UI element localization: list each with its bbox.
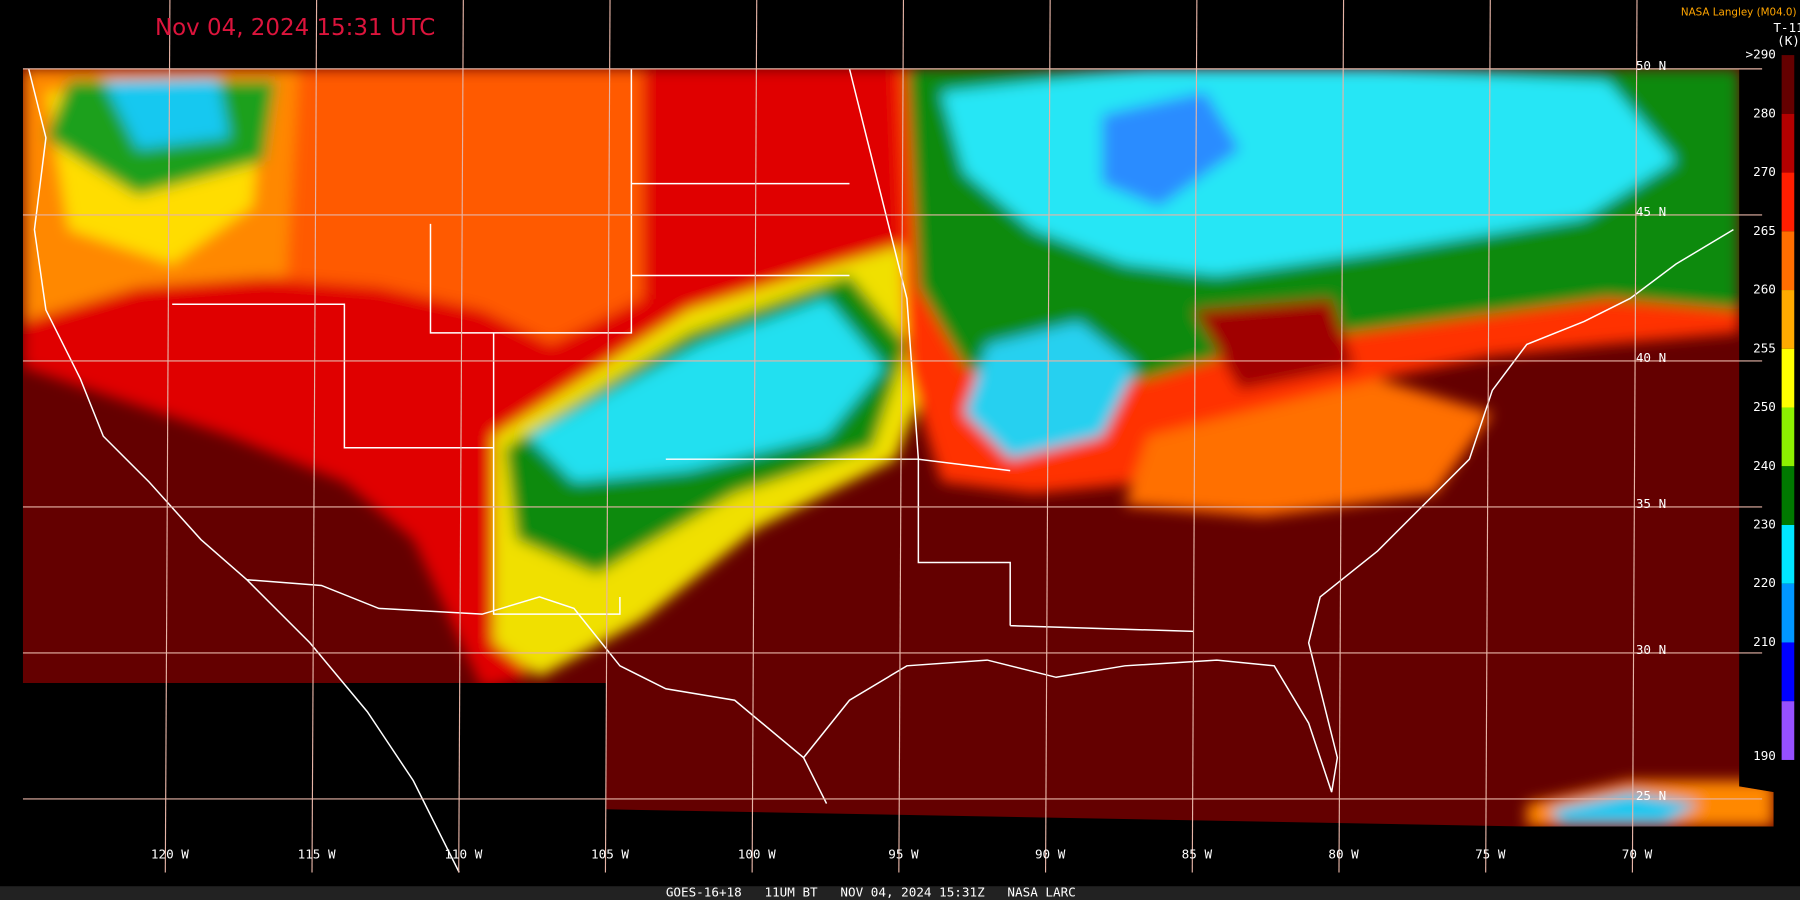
colorbar-label: 250 xyxy=(1753,399,1776,414)
longitude-label: 75 W xyxy=(1475,847,1506,862)
colorbar-label: 190 xyxy=(1753,748,1776,763)
colorbar-title: T-11 xyxy=(1773,20,1800,35)
latitude-label: 50 N xyxy=(1636,58,1666,73)
latitude-label: 25 N xyxy=(1636,788,1666,803)
title: Nov 04, 2024 15:31 UTC xyxy=(155,15,435,41)
colorbar-label: 280 xyxy=(1753,105,1776,120)
colorbar-unit: (K) xyxy=(1777,33,1800,48)
credit: NASA Langley (M04.0) xyxy=(1681,7,1797,19)
colorbar-label: 260 xyxy=(1753,282,1776,297)
longitude-label: 120 W xyxy=(151,847,189,862)
coastlines xyxy=(27,68,1734,873)
meridian xyxy=(311,0,318,873)
longitude-label: 80 W xyxy=(1328,847,1359,862)
meridian xyxy=(458,0,464,873)
colorbar-label: 220 xyxy=(1753,575,1776,590)
meridian xyxy=(164,0,171,873)
colorbar-segment xyxy=(1781,231,1795,291)
graticule xyxy=(22,0,1763,873)
longitude-label: 95 W xyxy=(888,847,919,862)
colorbar-label: 240 xyxy=(1753,458,1776,473)
meridian xyxy=(1338,0,1345,873)
colorbar-label: 230 xyxy=(1753,517,1776,532)
latitude-label: 35 N xyxy=(1636,496,1666,511)
meridian xyxy=(898,0,905,873)
latitude-label: 40 N xyxy=(1636,350,1666,365)
colorbar-label: 270 xyxy=(1753,164,1776,179)
longitude-label: 115 W xyxy=(298,847,336,862)
longitude-label: 100 W xyxy=(738,847,776,862)
colorbar-segment xyxy=(1781,113,1795,173)
meridian xyxy=(1044,0,1051,873)
longitude-label: 105 W xyxy=(591,847,629,862)
latitude-label: 45 N xyxy=(1636,204,1666,219)
colorbar-segment xyxy=(1781,701,1795,760)
colorbar-segment xyxy=(1781,407,1795,467)
footer-bar xyxy=(0,886,1800,900)
longitude-label: 90 W xyxy=(1035,847,1066,862)
colorbar-label: 255 xyxy=(1753,340,1776,355)
meridian xyxy=(1485,0,1491,873)
meridian xyxy=(1631,0,1638,873)
meridian xyxy=(604,0,611,873)
cloud-field xyxy=(22,68,1774,827)
longitude-label: 110 W xyxy=(444,847,482,862)
meridian xyxy=(1191,0,1198,873)
latitude-label: 30 N xyxy=(1636,642,1666,657)
colorbar-segment xyxy=(1781,466,1795,525)
colorbar-segment xyxy=(1781,583,1795,643)
colorbar-segment xyxy=(1781,55,1795,114)
colorbar-label: 265 xyxy=(1753,223,1776,238)
colorbar-label: 210 xyxy=(1753,634,1776,649)
colorbar-segment xyxy=(1781,525,1795,584)
meridian xyxy=(751,0,758,873)
colorbar-label: >290 xyxy=(1746,47,1776,62)
footer: GOES-16+18 11UM BT NOV 04, 2024 15:31Z N… xyxy=(666,885,1076,900)
colorbar-segment xyxy=(1781,290,1795,349)
longitude-label: 70 W xyxy=(1622,847,1653,862)
colorbar-segment xyxy=(1781,642,1795,702)
colorbar-segment xyxy=(1781,172,1795,232)
longitude-label: 85 W xyxy=(1182,847,1213,862)
colorbar: >290 280 270 265 260 255 250 240 230 220 210 190 xyxy=(1746,47,1795,763)
colorbar-segment xyxy=(1781,348,1795,408)
